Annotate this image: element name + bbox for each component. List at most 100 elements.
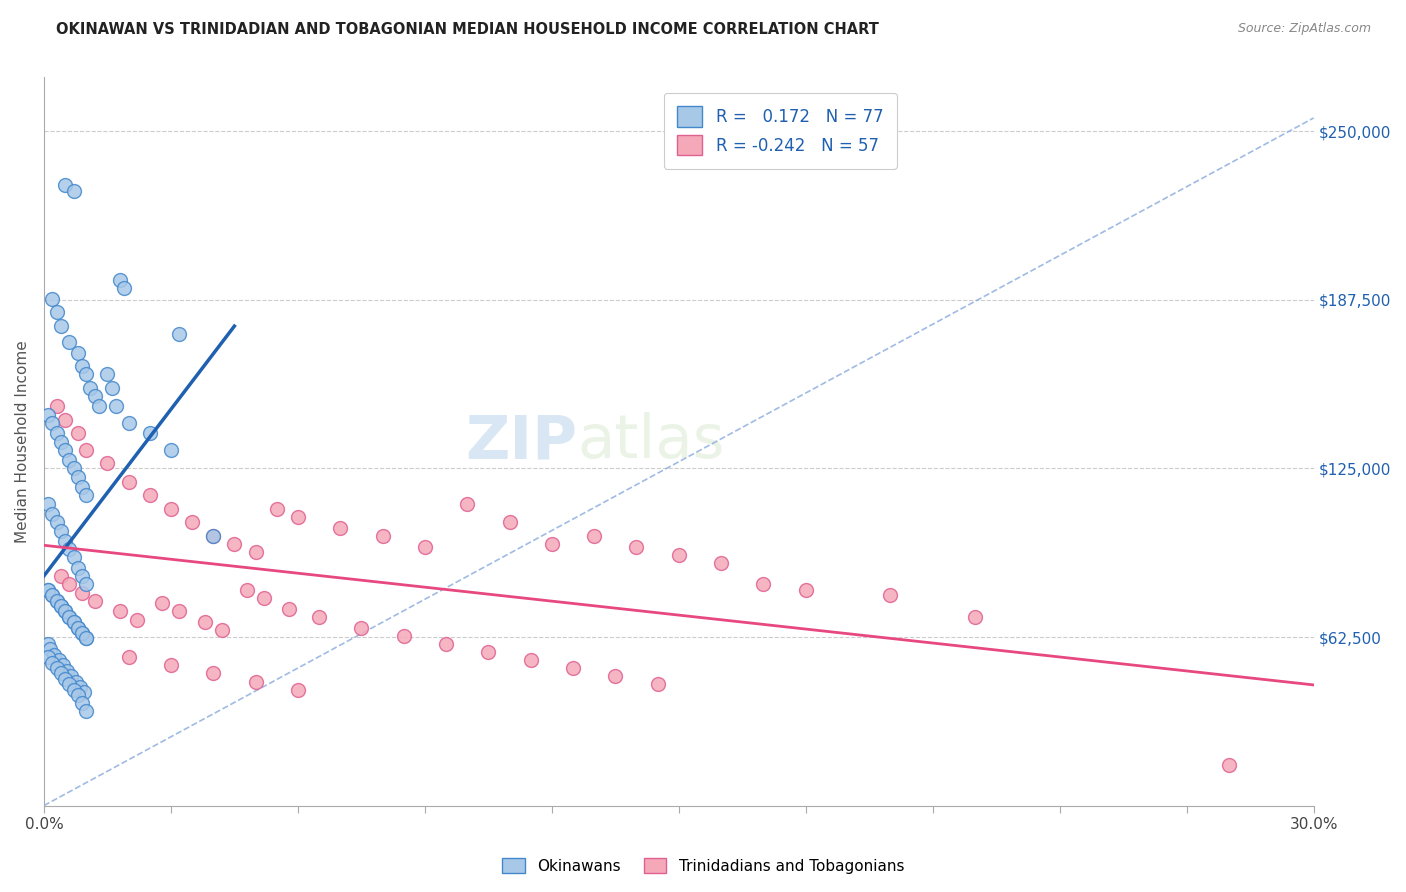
Point [245, 545, 267, 559]
Point [37, 582, 59, 597]
Point [58, 577, 80, 591]
Point [87, 400, 110, 414]
Point [62, 615, 84, 630]
Point [53, 413, 76, 427]
Point [49, 599, 72, 613]
Point [413, 540, 436, 554]
Point [108, 273, 131, 287]
Point [37, 497, 59, 511]
Point [104, 400, 127, 414]
Point [45, 593, 67, 607]
Point [45, 516, 67, 530]
Point [56, 664, 79, 678]
Point [83, 389, 105, 403]
Point [49, 569, 72, 583]
Point [45, 426, 67, 441]
Point [49, 666, 72, 681]
Point [117, 475, 139, 489]
Point [75, 704, 97, 718]
Point [626, 540, 648, 554]
Point [668, 548, 690, 562]
Point [152, 596, 174, 610]
Point [647, 677, 669, 691]
Point [605, 669, 627, 683]
Point [66, 345, 89, 359]
Point [70, 569, 93, 583]
Point [287, 510, 309, 524]
Point [108, 604, 131, 618]
Point [45, 305, 67, 319]
Point [62, 461, 84, 475]
Point [477, 645, 499, 659]
Point [392, 629, 415, 643]
Point [62, 184, 84, 198]
Point [70, 359, 93, 373]
Point [236, 582, 259, 597]
Point [53, 442, 76, 457]
Point [66, 688, 89, 702]
Point [70, 626, 93, 640]
Point [66, 621, 89, 635]
Point [44, 648, 66, 662]
Point [160, 442, 183, 457]
Point [202, 529, 225, 543]
Point [53, 604, 76, 618]
Point [202, 529, 225, 543]
Point [266, 502, 288, 516]
Y-axis label: Median Household Income: Median Household Income [15, 340, 30, 543]
Point [65, 674, 87, 689]
Point [66, 426, 89, 441]
Point [49, 599, 72, 613]
Point [75, 367, 97, 381]
Text: Source: ZipAtlas.com: Source: ZipAtlas.com [1237, 22, 1371, 36]
Point [794, 582, 817, 597]
Point [138, 426, 160, 441]
Point [37, 650, 59, 665]
Legend: R =   0.172   N = 77, R = -0.242   N = 57: R = 0.172 N = 77, R = -0.242 N = 57 [664, 93, 897, 169]
Point [308, 609, 330, 624]
Point [498, 516, 520, 530]
Point [79, 381, 101, 395]
Point [540, 537, 562, 551]
Point [62, 682, 84, 697]
Point [456, 497, 478, 511]
Point [45, 661, 67, 675]
Point [41, 588, 63, 602]
Point [66, 621, 89, 635]
Point [1218, 758, 1240, 772]
Point [69, 680, 91, 694]
Point [39, 642, 62, 657]
Point [100, 381, 122, 395]
Point [245, 674, 267, 689]
Text: ZIP: ZIP [465, 412, 578, 471]
Point [58, 677, 80, 691]
Point [169, 326, 191, 341]
Point [75, 632, 97, 646]
Point [58, 542, 80, 557]
Point [41, 588, 63, 602]
Point [66, 469, 89, 483]
Point [583, 529, 606, 543]
Text: OKINAWAN VS TRINIDADIAN AND TOBAGONIAN MEDIAN HOUSEHOLD INCOME CORRELATION CHART: OKINAWAN VS TRINIDADIAN AND TOBAGONIAN M… [56, 22, 879, 37]
Point [329, 521, 352, 535]
Point [202, 666, 225, 681]
Point [96, 367, 118, 381]
Point [112, 281, 135, 295]
Point [48, 653, 70, 667]
Point [75, 488, 97, 502]
Point [53, 672, 76, 686]
Point [125, 613, 148, 627]
Point [287, 682, 309, 697]
Point [96, 456, 118, 470]
Point [45, 593, 67, 607]
Point [117, 416, 139, 430]
Point [41, 656, 63, 670]
Point [965, 609, 987, 624]
Point [41, 292, 63, 306]
Point [211, 624, 233, 638]
Point [37, 637, 59, 651]
Point [62, 550, 84, 565]
Point [73, 685, 96, 699]
Point [75, 577, 97, 591]
Point [75, 632, 97, 646]
